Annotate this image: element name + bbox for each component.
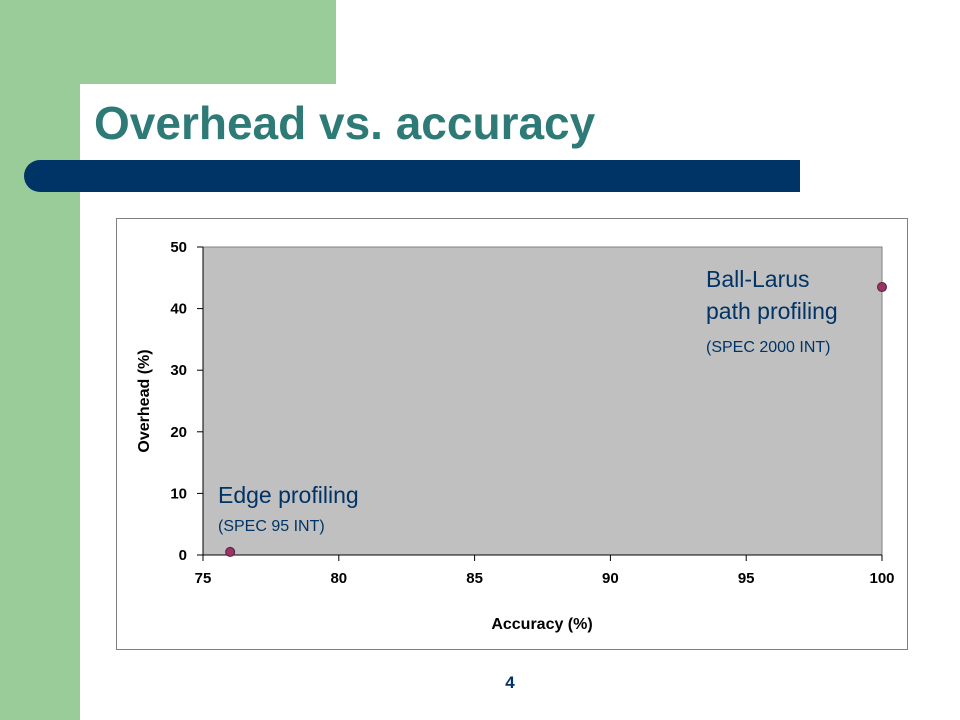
x-tick-label: 80 bbox=[330, 570, 347, 587]
x-tick-label: 95 bbox=[738, 570, 755, 587]
x-tick-label: 100 bbox=[869, 570, 894, 587]
x-tick-label: 90 bbox=[602, 570, 619, 587]
x-tick-label: 75 bbox=[195, 570, 212, 587]
tick-labels: 75 80 85 90 95 100 0 10 20 30 40 50 bbox=[170, 239, 894, 587]
green-top-decoration bbox=[80, 0, 336, 84]
navy-title-underline bbox=[24, 160, 800, 192]
green-sidebar-decoration bbox=[0, 0, 80, 720]
y-tick-label: 0 bbox=[179, 547, 187, 564]
y-tick-label: 40 bbox=[170, 301, 187, 318]
data-points bbox=[225, 282, 887, 557]
slide-title: Overhead vs. accuracy bbox=[94, 97, 596, 149]
page-number: 4 bbox=[505, 673, 515, 692]
y-axis-title: Overhead (%) bbox=[136, 349, 153, 452]
plot-area bbox=[202, 246, 883, 556]
y-tick-label: 50 bbox=[170, 239, 187, 256]
axes bbox=[197, 246, 883, 561]
y-tick-label: 30 bbox=[170, 362, 187, 379]
data-point bbox=[225, 546, 236, 557]
scatter-chart: 75 80 85 90 95 100 0 10 20 30 40 50 Accuracy (%) Ov… bbox=[136, 239, 895, 633]
annotation-ball-larus-sub: (SPEC 2000 INT) bbox=[706, 339, 830, 356]
annotation-ball-larus: Ball-Larus bbox=[706, 266, 810, 292]
data-point bbox=[877, 282, 887, 293]
annotation-ball-larus-line2: path profiling bbox=[706, 298, 838, 324]
chart-frame: 75 80 85 90 95 100 0 10 20 30 40 50 Accuracy (%) Ov… bbox=[116, 218, 908, 650]
y-tick-label: 10 bbox=[170, 485, 187, 502]
y-tick-label: 20 bbox=[170, 424, 187, 441]
x-tick-label: 85 bbox=[466, 570, 483, 587]
annotation-edge-profiling: Edge profiling bbox=[218, 482, 359, 508]
x-axis-title: Accuracy (%) bbox=[491, 616, 592, 633]
annotation-edge-profiling-sub: (SPEC 95 INT) bbox=[218, 518, 325, 535]
